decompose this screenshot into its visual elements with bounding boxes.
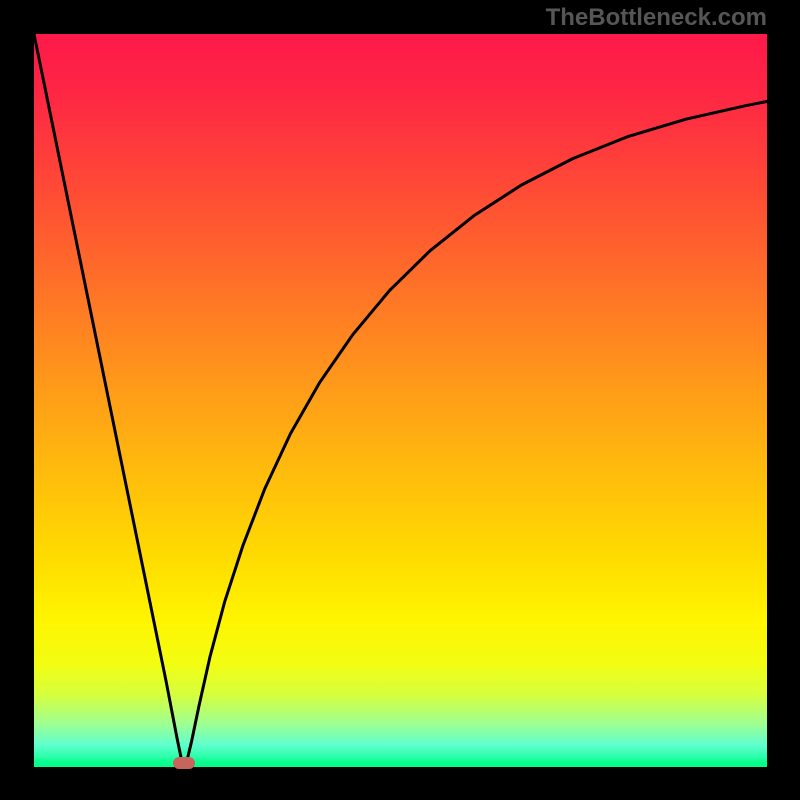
- bottleneck-curve: [34, 34, 767, 767]
- plot-area: [34, 34, 767, 767]
- cusp-marker: [173, 757, 195, 769]
- watermark-text: TheBottleneck.com: [546, 4, 767, 32]
- canvas: TheBottleneck.com: [0, 0, 800, 800]
